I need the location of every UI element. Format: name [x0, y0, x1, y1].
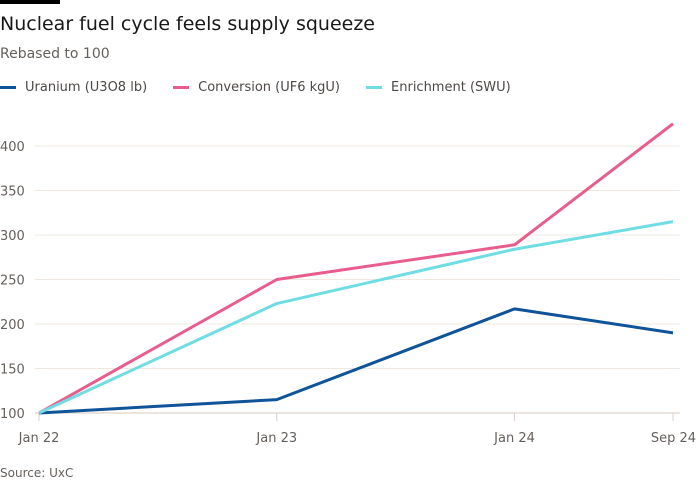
gridlines: [35, 145, 680, 414]
y-axis: 100 150 200 250 300 350 400: [0, 140, 25, 422]
legend-label: Conversion (UF6 kgU): [198, 80, 341, 95]
y-tick-label: 150: [0, 363, 25, 378]
y-tick-label: 250: [0, 274, 25, 289]
legend-item-conversion: Conversion (UF6 kgU): [173, 80, 340, 95]
legend-label: Uranium (U3O8 lb): [25, 80, 148, 95]
series-line-conversion: [38, 122, 674, 415]
y-tick-label: 400: [0, 140, 25, 155]
legend-swatch: [173, 86, 190, 89]
x-tick-label: Jan 24: [493, 431, 535, 446]
y-tick-label: 300: [0, 229, 25, 244]
series-line-uranium: [38, 307, 674, 415]
legend-swatch: [0, 86, 16, 89]
chart-subtitle: Rebased to 100: [0, 46, 110, 62]
legend-item-enrichment: Enrichment (SWU): [366, 80, 511, 95]
series-lines: [38, 122, 674, 415]
x-tick-label: Sep 24: [651, 431, 696, 446]
source-note: Source: UxC: [0, 466, 74, 480]
legend-item-uranium: Uranium (U3O8 lb): [0, 80, 147, 95]
legend-label: Enrichment (SWU): [391, 80, 511, 95]
y-tick-label: 100: [0, 407, 25, 422]
x-axis: Jan 22 Jan 23 Jan 24 Sep 24: [18, 413, 696, 446]
line-chart: Jan 22 Jan 23 Jan 24 Sep 24 100 150 200 250 300…: [0, 122, 696, 446]
chart-title: Nuclear fuel cycle feels supply squeeze: [0, 13, 375, 35]
y-tick-label: 350: [0, 185, 25, 200]
brand-bar: [0, 0, 60, 4]
y-tick-label: 200: [0, 318, 25, 333]
legend: Uranium (U3O8 lb) Conversion (UF6 kgU) E…: [0, 80, 537, 95]
series-line-enrichment: [38, 220, 674, 415]
x-tick-label: Jan 22: [18, 431, 60, 446]
x-tick-label: Jan 23: [255, 431, 297, 446]
legend-swatch: [366, 86, 383, 89]
